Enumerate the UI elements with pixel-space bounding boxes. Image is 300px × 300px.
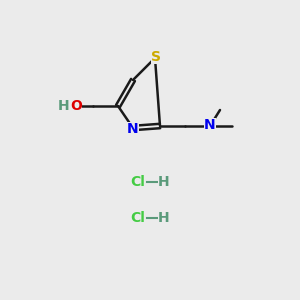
Text: Cl: Cl (130, 211, 146, 225)
Text: Cl: Cl (130, 175, 146, 189)
Text: N: N (204, 118, 216, 132)
Text: N: N (127, 122, 139, 136)
Text: O: O (70, 99, 82, 113)
Text: H: H (58, 99, 70, 113)
Text: S: S (151, 50, 161, 64)
Text: H: H (158, 175, 170, 189)
Text: H: H (158, 211, 170, 225)
